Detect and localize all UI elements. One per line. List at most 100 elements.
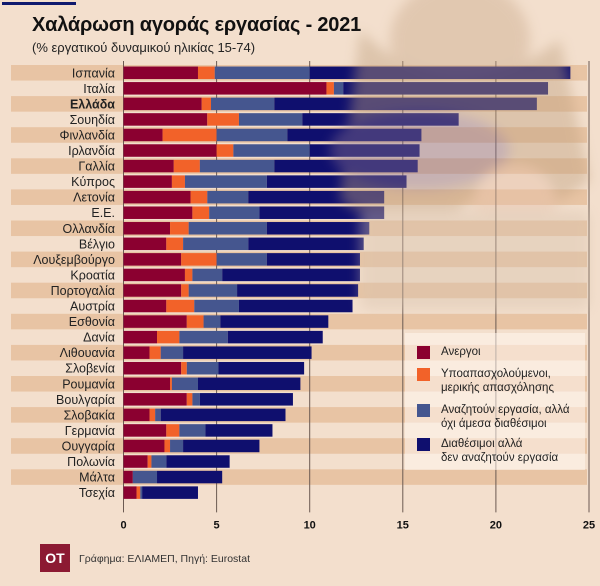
bar-segment <box>186 393 193 406</box>
bar-segment <box>123 97 202 111</box>
source-note: Γράφημα: ΕΛΙΑΜΕΠ, Πηγή: Eurostat <box>79 553 250 565</box>
bar-segment <box>123 424 167 437</box>
bar-segment <box>123 346 150 359</box>
bar-segment <box>166 455 230 468</box>
category-label: Βουλγαρία <box>56 393 115 407</box>
category-label: Ιταλία <box>83 82 115 96</box>
bar-segment <box>149 346 161 359</box>
category-label: Ολλανδία <box>63 222 115 236</box>
legend-swatch-seeking-not-available <box>417 404 430 417</box>
bar-segment <box>205 424 273 437</box>
bar-segment <box>123 66 198 80</box>
bar-segment <box>274 159 418 173</box>
bar-segment <box>123 361 182 375</box>
bar-segment <box>211 97 275 111</box>
category-label: Ε.Ε. <box>91 206 115 220</box>
legend-label: όχι άμεσα διαθέσιμοι <box>441 418 547 430</box>
bar-segment <box>123 237 167 251</box>
bar-segment <box>266 222 370 235</box>
bar-segment <box>227 330 323 344</box>
bar-segment <box>123 486 137 499</box>
bar-segment <box>216 128 288 142</box>
legend-label: μερικής απασχόλησης <box>441 382 554 394</box>
category-label: Λετονία <box>73 191 115 205</box>
bar-segment <box>183 346 312 359</box>
bar-segment <box>238 299 353 313</box>
bar-segment <box>197 66 215 80</box>
bar-segment <box>170 222 189 235</box>
bar-segment <box>123 175 172 188</box>
bar-segment <box>248 190 385 204</box>
bar-segment <box>216 144 234 157</box>
bar-segment <box>248 237 364 251</box>
bar-segment <box>199 393 293 406</box>
category-label: Πορτογαλία <box>51 284 115 298</box>
category-label: Λουξεμβούργο <box>33 253 115 267</box>
x-tick-label: 20 <box>490 519 502 531</box>
bar-segment <box>201 97 212 111</box>
legend-label: Διαθέσιμοι αλλά <box>441 438 523 450</box>
x-tick-label: 15 <box>397 519 409 531</box>
legend-item-seeking-not-available: Αναζητούν εργασία, αλλά όχι άμεσα διαθέσι… <box>417 403 570 431</box>
bar-segment <box>142 486 198 499</box>
bar-segment <box>266 253 360 266</box>
bar-segment <box>183 237 249 251</box>
bar-segment <box>162 128 217 142</box>
category-label: Σουηδία <box>70 113 115 127</box>
bar-segment <box>181 253 217 266</box>
bar-segment <box>220 315 329 328</box>
bar-segment <box>302 113 459 126</box>
bar-segment <box>179 424 206 437</box>
bar-segment <box>151 455 167 468</box>
category-label: Ουγγαρία <box>62 439 115 453</box>
legend-swatch-unemployed <box>417 346 430 359</box>
bar-segment <box>123 253 182 266</box>
category-label: Κροατία <box>70 268 115 282</box>
bar-segment <box>123 206 193 219</box>
publisher-logo: OT <box>40 544 70 572</box>
bar-segment <box>192 268 223 282</box>
bar-segment <box>170 439 184 453</box>
legend-label: Αναζητούν εργασία, αλλά <box>441 404 570 416</box>
bar-segment <box>160 408 286 422</box>
chart-subtitle: (% εργατικού δυναμικού ηλικίας 15-74) <box>32 40 256 55</box>
bar-segment <box>287 128 422 142</box>
legend-item-underemployed: Υποαπασχολούμενοι, μερικής απασχόλησης <box>417 367 554 395</box>
bar-segment <box>123 128 163 142</box>
x-axis-ticks: 0 5 10 15 20 25 <box>120 519 595 531</box>
bar-segment <box>184 175 267 188</box>
bar-segment <box>333 82 344 95</box>
category-label: Ισπανία <box>72 66 115 80</box>
bar-segment <box>170 377 172 391</box>
bar-segment <box>207 113 239 126</box>
bar-segment <box>181 284 189 297</box>
legend-label: Υποαπασχολούμενοι, <box>441 368 551 380</box>
bar-segment <box>343 82 549 95</box>
bar-segment <box>123 393 187 406</box>
bar-segment <box>123 222 171 235</box>
bar-segment <box>266 175 407 188</box>
bar-segment <box>190 190 208 204</box>
bar-segment <box>149 408 156 422</box>
category-label: Λιθουανία <box>60 346 115 360</box>
category-label: Τσεχία <box>79 486 115 500</box>
bar-segment <box>179 330 228 344</box>
chart-title: Χαλάρωση αγοράς εργασίας - 2021 <box>32 14 362 36</box>
legend-label: Ανεργοι <box>441 346 481 358</box>
category-label: Δανία <box>83 331 115 345</box>
category-label: Ρουμανία <box>62 377 115 391</box>
bar-segment <box>274 97 537 111</box>
category-label: Κύπρος <box>71 175 115 189</box>
bar-segment <box>207 190 249 204</box>
bar-segment <box>132 470 158 484</box>
bar-segment <box>166 299 195 313</box>
bar-segment <box>140 486 143 499</box>
category-label: Σλοβακία <box>64 408 115 422</box>
category-label: Ελλάδα <box>70 97 115 111</box>
bar-segment <box>186 315 204 328</box>
legend-swatch-underemployed <box>417 368 430 381</box>
category-label: Αυστρία <box>70 300 115 314</box>
category-label: Σλοβενία <box>65 362 115 376</box>
bar-segment <box>155 408 161 422</box>
bar-segment <box>123 470 133 484</box>
